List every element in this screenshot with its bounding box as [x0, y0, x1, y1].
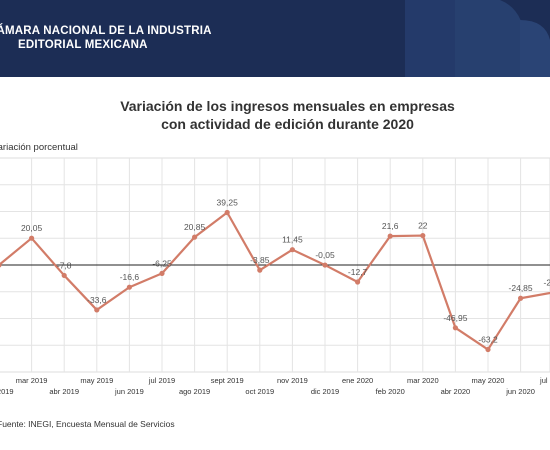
x-tick-label: ene 2020	[342, 376, 373, 385]
data-label: 20,05	[21, 223, 43, 233]
x-tick-label: abr 2020	[441, 387, 471, 396]
data-label: -16,6	[120, 272, 140, 282]
data-label: -46,95	[443, 313, 467, 323]
data-label: -33,6	[87, 295, 107, 305]
data-label: -63,2	[478, 335, 498, 345]
data-label: 22	[418, 221, 428, 231]
data-point	[224, 209, 230, 216]
header-deco-shape-3	[520, 20, 550, 77]
data-point	[322, 262, 328, 268]
data-point	[387, 233, 393, 239]
x-tick-label: mar 2020	[407, 376, 439, 385]
x-tick-label: dic 2019	[311, 387, 339, 396]
x-tick-label: jul 2019	[148, 376, 175, 385]
x-tick-label: jul 2020	[539, 376, 550, 385]
plot-frame	[0, 157, 550, 373]
header-deco-shape-2	[455, 0, 525, 77]
chart-title-line2: con actividad de edición durante 2020	[161, 116, 414, 132]
x-tick-label: mar 2019	[16, 376, 48, 385]
x-tick-label: abr 2019	[49, 387, 79, 396]
data-point	[29, 235, 35, 241]
header-deco-shape-1	[405, 0, 455, 77]
header-title-line1: CÁMARA NACIONAL DE LA INDUSTRIA	[0, 25, 212, 37]
x-tick-label: ago 2019	[179, 387, 210, 396]
data-label: 11,45	[282, 235, 303, 245]
data-label: 20,85	[184, 222, 206, 232]
data-label: -3,85	[250, 255, 270, 265]
data-point	[94, 307, 100, 313]
y-axis-label: Variación porcentual	[0, 142, 78, 153]
x-tick-label: jun 2020	[505, 387, 535, 396]
data-point	[0, 262, 2, 268]
data-point	[289, 247, 295, 253]
header-banner: CÁMARA NACIONAL DE LA INDUSTRIA EDITORIA…	[0, 0, 550, 77]
data-point	[420, 232, 426, 239]
data-label: 21,6	[382, 221, 399, 231]
data-point	[485, 346, 491, 353]
header-title-line2: EDITORIAL MEXICANA	[18, 39, 148, 51]
x-tick-label: may 2020	[472, 376, 505, 385]
data-label: -24,85	[509, 283, 533, 293]
x-tick-label: sept 2019	[211, 376, 244, 385]
data-point	[452, 325, 458, 331]
x-tick-label: feb 2019	[0, 387, 14, 396]
header-decoration	[405, 0, 550, 77]
source-note: Fuente: INEGI, Encuesta Mensual de Servi…	[0, 419, 175, 429]
data-label: -0,05	[315, 250, 335, 260]
data-label: -12,7	[348, 267, 368, 277]
x-tick-label: oct 2019	[245, 387, 274, 396]
data-label: 39,25	[217, 198, 239, 208]
data-label: -7,8	[57, 260, 72, 270]
data-label: -20,5	[544, 277, 550, 287]
x-tick-label: jun 2019	[114, 387, 144, 396]
x-tick-label: may 2019	[80, 376, 113, 385]
data-point	[518, 295, 524, 301]
data-label: -6,25	[152, 258, 172, 268]
data-point	[355, 279, 361, 285]
data-point	[159, 270, 165, 276]
x-tick-label: nov 2019	[277, 376, 308, 385]
data-point	[61, 272, 67, 279]
series-line	[0, 211, 550, 351]
data-point	[257, 267, 263, 273]
data-point	[126, 284, 132, 290]
x-tick-label: feb 2020	[376, 387, 405, 396]
data-point	[192, 234, 198, 240]
chart-title-line1: Variación de los ingresos mensuales en e…	[120, 98, 455, 114]
